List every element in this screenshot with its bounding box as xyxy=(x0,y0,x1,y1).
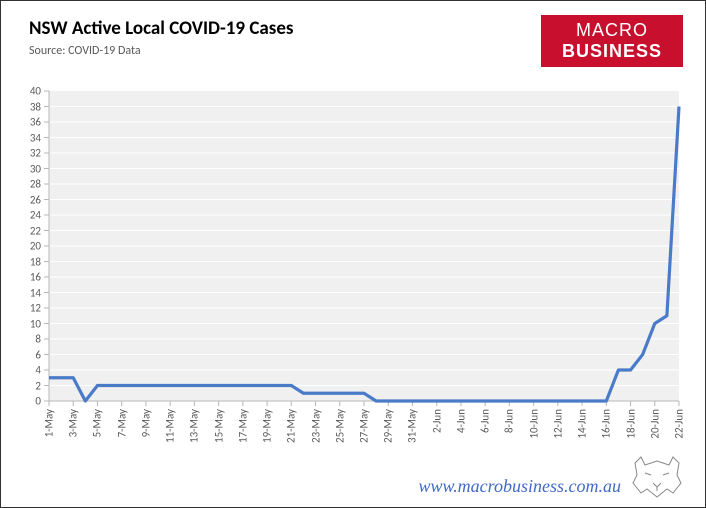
x-tick-label: 23-May xyxy=(309,409,322,443)
x-tick-label: 12-Jun xyxy=(551,409,564,439)
chart-container: NSW Active Local COVID-19 Cases Source: … xyxy=(0,0,706,508)
y-tick-label: 30 xyxy=(30,162,41,175)
x-tick-label: 9-May xyxy=(139,409,152,437)
x-tick-label: 25-May xyxy=(333,409,346,443)
y-tick-label: 38 xyxy=(30,100,41,113)
x-tick-label: 1-May xyxy=(43,409,56,437)
wolf-logo-icon xyxy=(627,453,687,501)
x-tick-label: 10-Jun xyxy=(527,409,540,439)
x-tick-label: 8-Jun xyxy=(503,409,516,433)
x-tick-label: 11-May xyxy=(164,409,177,443)
y-tick-label: 32 xyxy=(30,147,41,160)
x-tick-label: 5-May xyxy=(91,409,104,437)
x-tick-label: 29-May xyxy=(382,409,395,443)
x-tick-label: 20-Jun xyxy=(648,409,661,439)
x-tick-label: 15-May xyxy=(212,409,225,443)
x-tick-label: 18-Jun xyxy=(624,409,637,439)
y-tick-label: 34 xyxy=(30,131,41,144)
footer-url: www.macrobusiness.com.au xyxy=(1,476,621,497)
x-tick-label: 22-Jun xyxy=(673,409,686,439)
y-tick-label: 2 xyxy=(35,379,41,392)
y-tick-label: 20 xyxy=(30,240,41,253)
y-tick-label: 0 xyxy=(35,395,41,408)
y-tick-label: 26 xyxy=(30,193,41,206)
x-tick-label: 6-Jun xyxy=(479,409,492,433)
header: NSW Active Local COVID-19 Cases Source: … xyxy=(29,17,294,58)
y-tick-label: 14 xyxy=(30,286,41,299)
y-tick-label: 18 xyxy=(30,255,41,268)
logo-line1: MACRO xyxy=(541,20,683,41)
x-tick-label: 16-Jun xyxy=(600,409,613,439)
chart-subtitle: Source: COVID-19 Data xyxy=(29,44,294,58)
x-tick-label: 27-May xyxy=(358,409,371,443)
x-tick-label: 19-May xyxy=(261,409,274,443)
x-tick-label: 3-May xyxy=(67,409,80,437)
logo-line2: BUSINESS xyxy=(541,41,683,62)
y-tick-label: 40 xyxy=(30,85,41,98)
y-tick-label: 22 xyxy=(30,224,41,237)
chart-title: NSW Active Local COVID-19 Cases xyxy=(29,17,294,40)
x-tick-label: 13-May xyxy=(188,409,201,443)
y-tick-label: 12 xyxy=(30,302,41,315)
x-tick-label: 17-May xyxy=(236,409,249,443)
chart-svg xyxy=(49,91,679,401)
y-tick-label: 8 xyxy=(35,333,41,346)
y-tick-label: 28 xyxy=(30,178,41,191)
x-tick-label: 14-Jun xyxy=(576,409,589,439)
y-tick-label: 24 xyxy=(30,209,41,222)
x-tick-label: 7-May xyxy=(115,409,128,437)
y-tick-label: 16 xyxy=(30,271,41,284)
x-tick-label: 31-May xyxy=(406,409,419,443)
y-tick-label: 10 xyxy=(30,317,41,330)
y-tick-label: 36 xyxy=(30,116,41,129)
x-tick-label: 2-Jun xyxy=(430,409,443,433)
y-tick-label: 4 xyxy=(35,364,41,377)
x-tick-label: 4-Jun xyxy=(454,409,467,433)
macrobusiness-logo: MACRO BUSINESS xyxy=(541,15,683,67)
x-tick-label: 21-May xyxy=(285,409,298,443)
y-tick-label: 6 xyxy=(35,348,41,361)
chart-area xyxy=(49,91,679,401)
